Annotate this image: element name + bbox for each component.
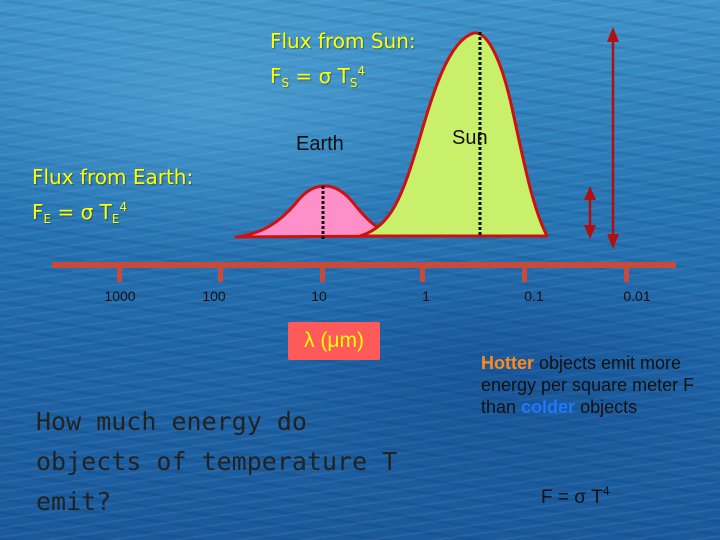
colder-word: colder <box>521 397 576 417</box>
flux-sun-formula: FS = σ TS4 <box>270 64 366 90</box>
hotter-objects-text: Hotter objects emit more energy per squa… <box>481 353 695 417</box>
axis-tick <box>522 262 527 282</box>
tick-label-0-01: 0.01 <box>623 288 651 304</box>
hotter-word: Hotter <box>481 353 534 373</box>
tick-label-10: 10 <box>311 288 327 304</box>
axis-tick <box>320 262 325 282</box>
flux-earth-title: Flux from Earth: <box>32 165 194 189</box>
axis-tick <box>218 262 223 282</box>
wavelength-axis <box>52 262 676 282</box>
sun-spectrum-curve <box>358 31 549 238</box>
wavelength-unit-label: λ (μm) <box>304 329 364 352</box>
stefan-boltzmann-formula: F = σ T4 <box>541 484 610 508</box>
question-text: How much energy do objects of temperatur… <box>36 407 398 516</box>
flux-sun-title: Flux from Sun: <box>270 29 416 53</box>
tick-label-100: 100 <box>202 288 226 304</box>
axis-bar <box>52 262 676 268</box>
tick-label-0-1: 0.1 <box>524 288 544 304</box>
earth-spectrum-curve <box>234 184 400 239</box>
axis-tick <box>420 262 425 282</box>
flux-from-earth-label: Flux from Earth: FE = σ TE4 <box>32 162 193 234</box>
wavelength-unit-box: λ (μm) <box>288 322 380 360</box>
flux-earth-formula: FE = σ TE4 <box>32 200 128 226</box>
sun-flux-arrow <box>607 27 619 249</box>
tick-label-1000: 1000 <box>104 288 136 304</box>
axis-tick <box>624 262 629 282</box>
earth-flux-arrow <box>584 186 596 239</box>
earth-curve-label: Earth <box>296 133 344 155</box>
sun-curve-label: Sun <box>452 127 488 149</box>
flux-from-sun-label: Flux from Sun: FS = σ TS4 <box>270 26 416 98</box>
tick-label-1: 1 <box>422 288 430 304</box>
axis-tick <box>117 262 122 282</box>
